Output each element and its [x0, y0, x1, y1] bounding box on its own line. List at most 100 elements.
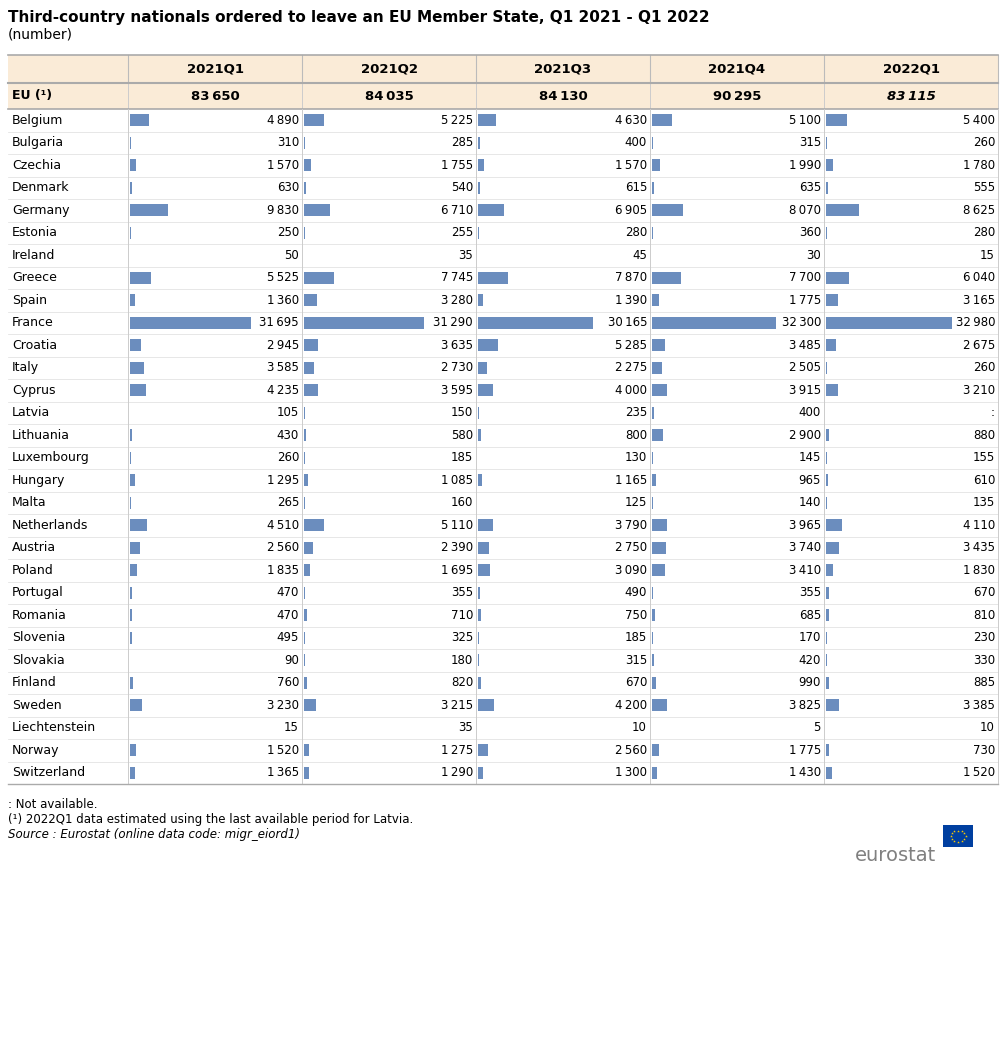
Text: 420: 420 [798, 653, 821, 667]
FancyBboxPatch shape [652, 676, 656, 689]
Text: 8 625: 8 625 [963, 204, 995, 217]
FancyBboxPatch shape [304, 542, 313, 554]
Text: 105: 105 [277, 406, 299, 419]
Text: 280: 280 [973, 226, 995, 240]
Text: 83 650: 83 650 [191, 90, 239, 102]
FancyBboxPatch shape [8, 762, 998, 784]
FancyBboxPatch shape [8, 694, 998, 717]
Text: 965: 965 [798, 474, 821, 487]
Text: 470: 470 [276, 609, 299, 622]
Text: 310: 310 [277, 137, 299, 149]
Text: Greece: Greece [12, 271, 56, 284]
FancyBboxPatch shape [130, 744, 136, 756]
FancyBboxPatch shape [130, 676, 133, 689]
Text: 45: 45 [632, 249, 647, 262]
FancyBboxPatch shape [130, 272, 151, 283]
Text: 145: 145 [798, 451, 821, 465]
FancyBboxPatch shape [478, 767, 483, 779]
FancyBboxPatch shape [652, 587, 653, 599]
FancyBboxPatch shape [304, 384, 318, 396]
FancyBboxPatch shape [652, 384, 667, 396]
FancyBboxPatch shape [304, 676, 307, 689]
Text: 15: 15 [980, 249, 995, 262]
Text: 4 890: 4 890 [267, 114, 299, 127]
FancyBboxPatch shape [826, 564, 833, 576]
FancyBboxPatch shape [478, 474, 483, 487]
Text: 7 870: 7 870 [615, 271, 647, 284]
Text: 7 745: 7 745 [440, 271, 473, 284]
Text: Austria: Austria [12, 541, 56, 554]
Text: 260: 260 [973, 137, 995, 149]
FancyBboxPatch shape [652, 339, 665, 351]
FancyBboxPatch shape [943, 825, 973, 847]
Text: 5: 5 [813, 721, 821, 735]
FancyBboxPatch shape [304, 362, 314, 374]
FancyBboxPatch shape [478, 610, 481, 621]
FancyBboxPatch shape [652, 204, 682, 217]
FancyBboxPatch shape [478, 317, 594, 329]
Text: Czechia: Czechia [12, 158, 61, 172]
FancyBboxPatch shape [652, 699, 666, 712]
Text: 6 040: 6 040 [963, 271, 995, 284]
Text: 4 235: 4 235 [267, 383, 299, 397]
FancyBboxPatch shape [8, 447, 998, 469]
FancyBboxPatch shape [652, 564, 665, 576]
Text: 3 230: 3 230 [267, 699, 299, 712]
FancyBboxPatch shape [478, 272, 508, 283]
Text: 2022Q1: 2022Q1 [882, 63, 939, 75]
Text: 10: 10 [632, 721, 647, 735]
FancyBboxPatch shape [826, 699, 839, 712]
FancyBboxPatch shape [130, 767, 135, 779]
FancyBboxPatch shape [130, 497, 131, 508]
Text: 610: 610 [973, 474, 995, 487]
FancyBboxPatch shape [8, 199, 998, 222]
FancyBboxPatch shape [826, 317, 953, 329]
FancyBboxPatch shape [130, 114, 149, 126]
Text: Netherlands: Netherlands [12, 519, 89, 531]
FancyBboxPatch shape [478, 137, 480, 149]
FancyBboxPatch shape [130, 631, 132, 644]
Text: 285: 285 [451, 137, 473, 149]
Text: Slovenia: Slovenia [12, 631, 66, 644]
FancyBboxPatch shape [304, 519, 324, 531]
FancyBboxPatch shape [304, 294, 317, 306]
Text: 2 560: 2 560 [615, 744, 647, 756]
Text: 315: 315 [798, 137, 821, 149]
Text: 5 400: 5 400 [963, 114, 995, 127]
FancyBboxPatch shape [478, 181, 481, 194]
Text: 150: 150 [451, 406, 473, 419]
Text: 6 905: 6 905 [615, 204, 647, 217]
FancyBboxPatch shape [304, 587, 305, 599]
FancyBboxPatch shape [478, 587, 480, 599]
FancyBboxPatch shape [826, 542, 839, 554]
Text: 355: 355 [799, 587, 821, 599]
Text: Poland: Poland [12, 564, 53, 577]
FancyBboxPatch shape [652, 519, 667, 531]
FancyBboxPatch shape [8, 514, 998, 537]
FancyBboxPatch shape [130, 317, 251, 329]
Text: 2 675: 2 675 [963, 339, 995, 352]
Text: 1 570: 1 570 [615, 158, 647, 172]
Text: 8 070: 8 070 [789, 204, 821, 217]
Text: 4 110: 4 110 [963, 519, 995, 531]
Text: 1 570: 1 570 [267, 158, 299, 172]
FancyBboxPatch shape [652, 181, 654, 194]
Text: 3 965: 3 965 [789, 519, 821, 531]
Text: 3 740: 3 740 [789, 541, 821, 554]
Text: 3 385: 3 385 [963, 699, 995, 712]
Text: 3 215: 3 215 [440, 699, 473, 712]
Text: 83 115: 83 115 [887, 90, 935, 102]
Text: 5 285: 5 285 [615, 339, 647, 352]
Text: 1 835: 1 835 [267, 564, 299, 577]
FancyBboxPatch shape [652, 159, 659, 172]
FancyBboxPatch shape [8, 401, 998, 424]
Text: 1 775: 1 775 [788, 294, 821, 306]
FancyBboxPatch shape [130, 362, 144, 374]
Text: Switzerland: Switzerland [12, 766, 85, 779]
FancyBboxPatch shape [478, 654, 479, 667]
Text: Romania: Romania [12, 609, 67, 622]
Text: 2021Q4: 2021Q4 [709, 63, 765, 75]
FancyBboxPatch shape [652, 474, 655, 487]
FancyBboxPatch shape [478, 339, 498, 351]
Text: 185: 185 [625, 631, 647, 644]
